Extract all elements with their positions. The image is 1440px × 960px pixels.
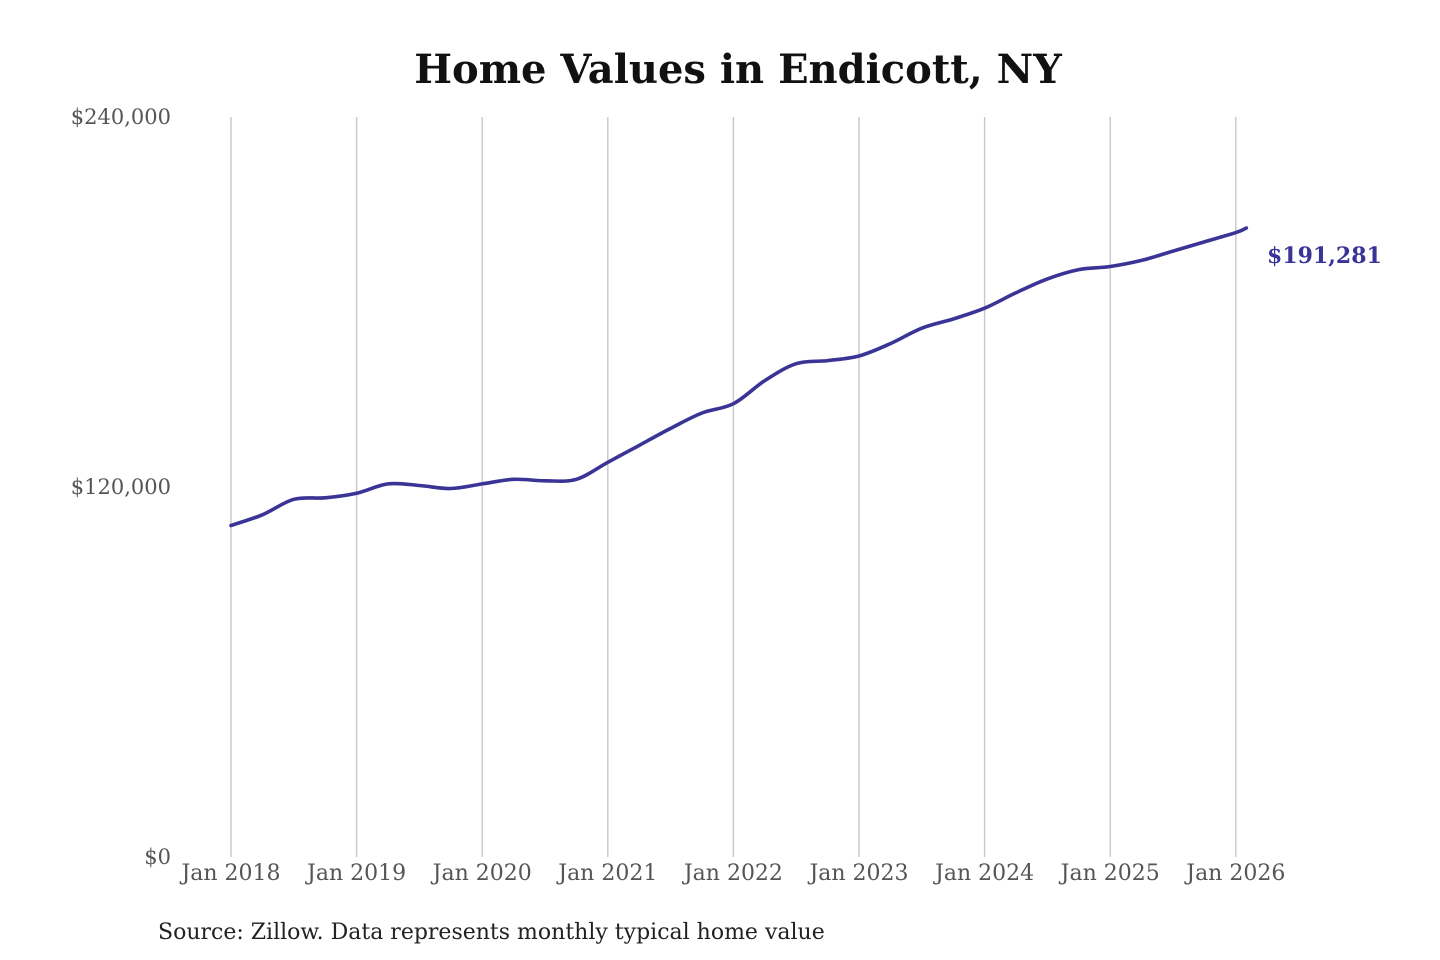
x-tick-label: Jan 2026 — [1184, 861, 1285, 886]
chart-title: Home Values in Endicott, NY — [414, 46, 1062, 93]
x-tick-label: Jan 2024 — [933, 861, 1034, 886]
home-value-line — [229, 226, 1249, 528]
y-axis-ticks: $240,000 $120,000 $0 — [71, 105, 171, 869]
x-tick-label: Jan 2018 — [179, 861, 280, 886]
end-value-label: $191,281 — [1267, 243, 1382, 269]
x-tick-label: Jan 2023 — [807, 861, 908, 886]
y-tick-label: $120,000 — [71, 475, 171, 499]
x-tick-label: Jan 2022 — [682, 861, 783, 886]
gridlines — [230, 117, 1237, 857]
source-note: Source: Zillow. Data represents monthly … — [158, 920, 825, 945]
y-tick-label: $0 — [144, 845, 171, 869]
x-axis-ticks: Jan 2018 Jan 2019 Jan 2020 Jan 2021 Jan 2022… — [179, 861, 1285, 886]
x-tick-label: Jan 2025 — [1059, 861, 1160, 886]
x-tick-label: Jan 2021 — [556, 861, 657, 886]
x-tick-label: Jan 2020 — [431, 861, 532, 886]
x-tick-label: Jan 2019 — [305, 861, 406, 886]
y-tick-label: $240,000 — [71, 105, 171, 129]
